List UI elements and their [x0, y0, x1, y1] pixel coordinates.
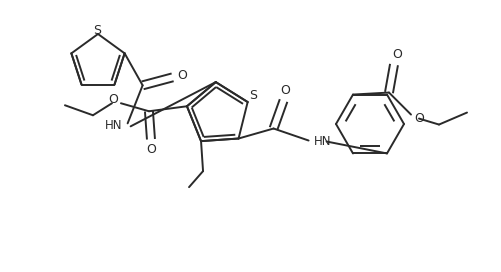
Text: HN: HN [105, 119, 122, 132]
Text: S: S [248, 88, 257, 101]
Text: O: O [108, 93, 118, 106]
Text: O: O [414, 112, 424, 125]
Text: S: S [93, 23, 101, 36]
Text: HN: HN [314, 135, 331, 148]
Text: O: O [281, 84, 291, 97]
Text: O: O [146, 143, 156, 156]
Text: O: O [392, 48, 402, 61]
Text: O: O [178, 69, 187, 82]
